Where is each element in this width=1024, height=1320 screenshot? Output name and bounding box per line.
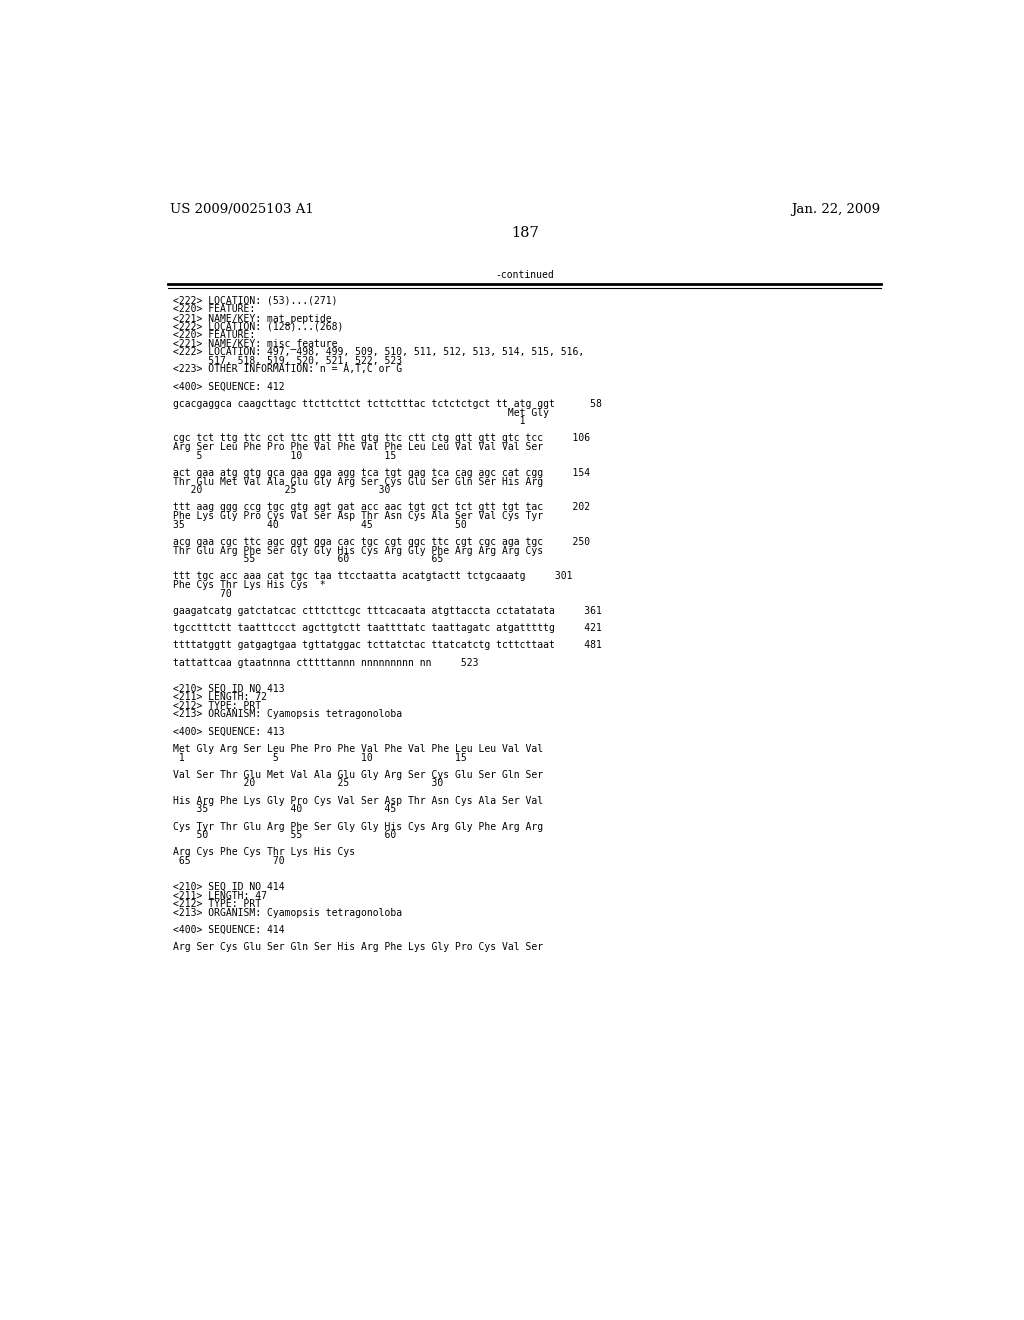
Text: Phe Lys Gly Pro Cys Val Ser Asp Thr Asn Cys Ala Ser Val Cys Tyr: Phe Lys Gly Pro Cys Val Ser Asp Thr Asn … (173, 511, 543, 521)
Text: Met Gly: Met Gly (173, 408, 549, 417)
Text: 187: 187 (511, 226, 539, 240)
Text: -continued: -continued (496, 271, 554, 280)
Text: 35              40              45              50: 35 40 45 50 (173, 520, 467, 529)
Text: <212> TYPE: PRT: <212> TYPE: PRT (173, 701, 261, 710)
Text: <221> NAME/KEY: misc_feature: <221> NAME/KEY: misc_feature (173, 339, 338, 350)
Text: ttt tgc acc aaa cat tgc taa ttcctaatta acatgtactt tctgcaaatg     301: ttt tgc acc aaa cat tgc taa ttcctaatta a… (173, 572, 572, 581)
Text: <211> LENGTH: 47: <211> LENGTH: 47 (173, 891, 267, 900)
Text: Phe Cys Thr Lys His Cys  *: Phe Cys Thr Lys His Cys * (173, 579, 326, 590)
Text: <210> SEQ ID NO 414: <210> SEQ ID NO 414 (173, 882, 285, 892)
Text: tattattcaa gtaatnnna ctttttannn nnnnnnnnn nn     523: tattattcaa gtaatnnna ctttttannn nnnnnnnn… (173, 657, 478, 668)
Text: Arg Ser Leu Phe Pro Phe Val Phe Val Phe Leu Leu Val Val Val Ser: Arg Ser Leu Phe Pro Phe Val Phe Val Phe … (173, 442, 543, 451)
Text: <210> SEQ ID NO 413: <210> SEQ ID NO 413 (173, 684, 285, 693)
Text: His Arg Phe Lys Gly Pro Cys Val Ser Asp Thr Asn Cys Ala Ser Val: His Arg Phe Lys Gly Pro Cys Val Ser Asp … (173, 796, 543, 805)
Text: <220> FEATURE:: <220> FEATURE: (173, 304, 255, 314)
Text: 35              40              45: 35 40 45 (173, 804, 396, 814)
Text: 70: 70 (173, 589, 231, 599)
Text: cgc tct ttg ttc cct ttc gtt ttt gtg ttc ctt ctg gtt gtt gtc tcc     106: cgc tct ttg ttc cct ttc gtt ttt gtg ttc … (173, 433, 590, 444)
Text: ttt aag ggg ccg tgc gtg agt gat acc aac tgt gct tct gtt tgt tac     202: ttt aag ggg ccg tgc gtg agt gat acc aac … (173, 503, 590, 512)
Text: act gaa atg gtg gca gaa gga agg tca tgt gag tca cag agc cat cgg     154: act gaa atg gtg gca gaa gga agg tca tgt … (173, 469, 590, 478)
Text: Arg Ser Cys Glu Ser Gln Ser His Arg Phe Lys Gly Pro Cys Val Ser: Arg Ser Cys Glu Ser Gln Ser His Arg Phe … (173, 942, 543, 952)
Text: <212> TYPE: PRT: <212> TYPE: PRT (173, 899, 261, 909)
Text: 517, 518, 519, 520, 521, 522, 523: 517, 518, 519, 520, 521, 522, 523 (173, 356, 402, 366)
Text: <221> NAME/KEY: mat_peptide: <221> NAME/KEY: mat_peptide (173, 313, 332, 323)
Text: Jan. 22, 2009: Jan. 22, 2009 (791, 203, 880, 216)
Text: Met Gly Arg Ser Leu Phe Pro Phe Val Phe Val Phe Leu Leu Val Val: Met Gly Arg Ser Leu Phe Pro Phe Val Phe … (173, 744, 543, 754)
Text: <213> ORGANISM: Cyamopsis tetragonoloba: <213> ORGANISM: Cyamopsis tetragonoloba (173, 709, 402, 719)
Text: tgcctttctt taatttccct agcttgtctt taattttatc taattagatc atgatttttg     421: tgcctttctt taatttccct agcttgtctt taatttt… (173, 623, 602, 634)
Text: <220> FEATURE:: <220> FEATURE: (173, 330, 255, 341)
Text: acg gaa cgc ttc agc ggt gga cac tgc cgt ggc ttc cgt cgc aga tgc     250: acg gaa cgc ttc agc ggt gga cac tgc cgt … (173, 537, 590, 546)
Text: <222> LOCATION: (53)...(271): <222> LOCATION: (53)...(271) (173, 296, 338, 305)
Text: 1: 1 (173, 416, 525, 426)
Text: Cys Tyr Thr Glu Arg Phe Ser Gly Gly His Cys Arg Gly Phe Arg Arg: Cys Tyr Thr Glu Arg Phe Ser Gly Gly His … (173, 821, 543, 832)
Text: 20              25              30: 20 25 30 (173, 486, 390, 495)
Text: US 2009/0025103 A1: US 2009/0025103 A1 (170, 203, 313, 216)
Text: Thr Glu Arg Phe Ser Gly Gly His Cys Arg Gly Phe Arg Arg Arg Cys: Thr Glu Arg Phe Ser Gly Gly His Cys Arg … (173, 545, 543, 556)
Text: Arg Cys Phe Cys Thr Lys His Cys: Arg Cys Phe Cys Thr Lys His Cys (173, 847, 355, 858)
Text: <213> ORGANISM: Cyamopsis tetragonoloba: <213> ORGANISM: Cyamopsis tetragonoloba (173, 908, 402, 917)
Text: gcacgaggca caagcttagc ttcttcttct tcttctttac tctctctgct tt atg ggt      58: gcacgaggca caagcttagc ttcttcttct tcttctt… (173, 399, 602, 409)
Text: 55              60              65: 55 60 65 (173, 554, 443, 564)
Text: <400> SEQUENCE: 412: <400> SEQUENCE: 412 (173, 381, 285, 392)
Text: 20              25              30: 20 25 30 (173, 779, 443, 788)
Text: 65              70: 65 70 (173, 855, 285, 866)
Text: <400> SEQUENCE: 414: <400> SEQUENCE: 414 (173, 925, 285, 935)
Text: ttttatggtt gatgagtgaa tgttatggac tcttatctac ttatcatctg tcttcttaat     481: ttttatggtt gatgagtgaa tgttatggac tcttatc… (173, 640, 602, 651)
Text: 1               5              10              15: 1 5 10 15 (173, 752, 467, 763)
Text: <400> SEQUENCE: 413: <400> SEQUENCE: 413 (173, 726, 285, 737)
Text: <222> LOCATION: (128)...(268): <222> LOCATION: (128)...(268) (173, 321, 343, 331)
Text: Val Ser Thr Glu Met Val Ala Glu Gly Arg Ser Cys Glu Ser Gln Ser: Val Ser Thr Glu Met Val Ala Glu Gly Arg … (173, 770, 543, 780)
Text: 50              55              60: 50 55 60 (173, 830, 396, 840)
Text: <211> LENGTH: 72: <211> LENGTH: 72 (173, 692, 267, 702)
Text: 5               10              15: 5 10 15 (173, 450, 396, 461)
Text: gaagatcatg gatctatcac ctttcttcgc tttcacaata atgttaccta cctatatata     361: gaagatcatg gatctatcac ctttcttcgc tttcaca… (173, 606, 602, 616)
Text: Thr Glu Met Val Ala Glu Gly Arg Ser Cys Glu Ser Gln Ser His Arg: Thr Glu Met Val Ala Glu Gly Arg Ser Cys … (173, 477, 543, 487)
Text: <223> OTHER INFORMATION: n = A,T,C or G: <223> OTHER INFORMATION: n = A,T,C or G (173, 364, 402, 375)
Text: <222> LOCATION: 497, 498, 499, 509, 510, 511, 512, 513, 514, 515, 516,: <222> LOCATION: 497, 498, 499, 509, 510,… (173, 347, 585, 358)
